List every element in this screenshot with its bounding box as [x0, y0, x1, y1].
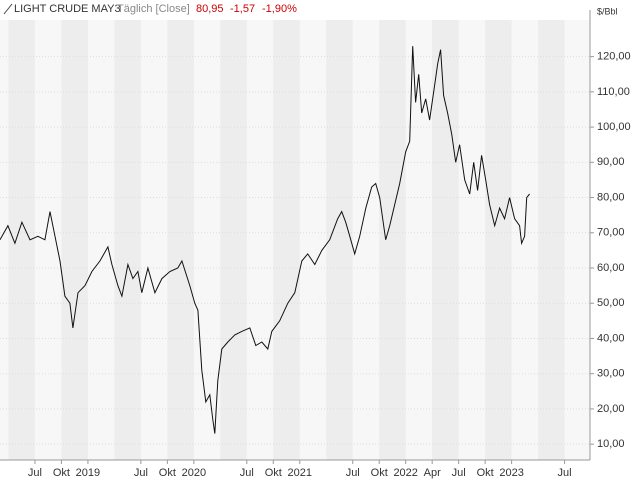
- x-tick-label: 2021: [288, 467, 312, 479]
- x-tick-label: Jul: [346, 467, 360, 479]
- quarter-band: [61, 20, 88, 460]
- x-tick-label: 2019: [76, 467, 100, 479]
- x-tick-label: 2022: [393, 467, 417, 479]
- change-percent: -1,90%: [262, 3, 297, 15]
- chart-title: LIGHT CRUDE MAY3: [14, 3, 121, 15]
- quarter-band: [220, 20, 247, 460]
- quarter-band: [114, 20, 141, 460]
- quarter-band: [379, 20, 406, 460]
- y-tick-label: 120,00: [597, 51, 631, 63]
- y-tick-label: 90,00: [597, 156, 625, 168]
- quarter-band: [273, 20, 300, 460]
- x-tick-label: Okt: [159, 467, 176, 479]
- x-tick-label: 2023: [499, 467, 523, 479]
- quarter-band: [485, 20, 512, 460]
- y-unit: $/Bbl: [597, 6, 618, 16]
- chart-subtitle: Täglich [Close]: [117, 3, 190, 15]
- y-tick-label: 30,00: [597, 368, 625, 380]
- y-tick-label: 100,00: [597, 121, 631, 133]
- x-tick-label: Jul: [28, 467, 42, 479]
- y-tick-label: 40,00: [597, 332, 625, 344]
- y-tick-label: 80,00: [597, 191, 625, 203]
- last-price: 80,95: [196, 3, 224, 15]
- x-tick-label: Okt: [53, 467, 70, 479]
- y-tick-label: 110,00: [597, 86, 630, 98]
- quarter-band: [167, 20, 194, 460]
- y-tick-label: 10,00: [597, 438, 625, 450]
- x-tick-label: Okt: [477, 467, 494, 479]
- x-tick-label: Jul: [240, 467, 254, 479]
- change: -1,57: [230, 3, 255, 15]
- x-tick-label: 2020: [182, 467, 206, 479]
- price-line: [0, 46, 530, 434]
- x-tick-label: Jul: [134, 467, 148, 479]
- quarter-band: [538, 20, 565, 460]
- x-tick-label: Okt: [371, 467, 388, 479]
- line-icon: [3, 3, 13, 15]
- y-tick-label: 50,00: [597, 297, 625, 309]
- x-tick-label: Jul: [452, 467, 466, 479]
- plot-background: [0, 20, 590, 460]
- quarter-band: [8, 20, 35, 460]
- quarter-band: [432, 20, 459, 460]
- quarter-band: [326, 20, 353, 460]
- y-tick-label: 70,00: [597, 227, 625, 239]
- x-tick-label: Okt: [265, 467, 282, 479]
- x-tick-label: Jul: [558, 467, 572, 479]
- y-tick-label: 20,00: [597, 403, 625, 415]
- y-tick-label: 60,00: [597, 262, 625, 274]
- x-tick-label: Apr: [424, 467, 441, 479]
